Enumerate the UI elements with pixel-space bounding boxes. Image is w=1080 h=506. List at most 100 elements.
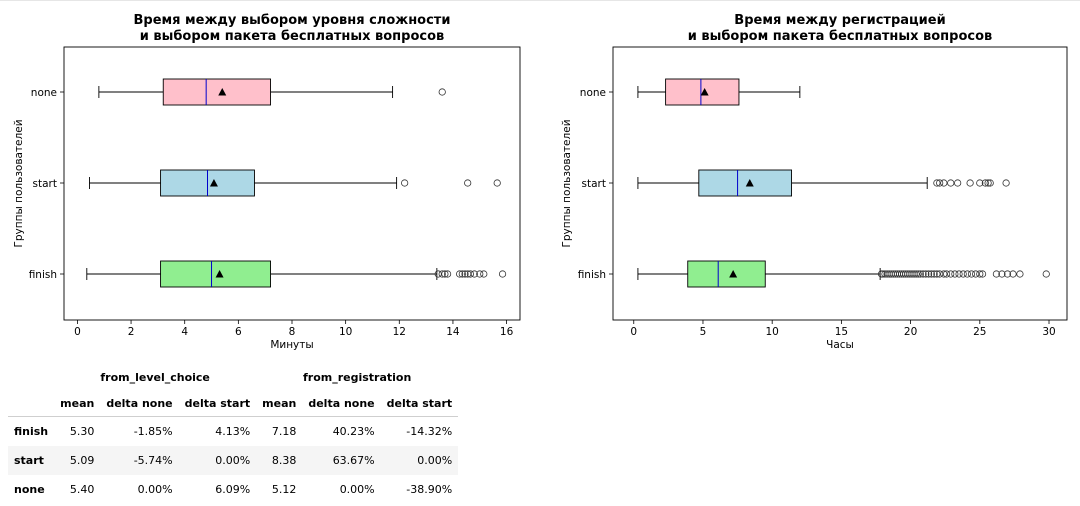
x-tick-label: 25 [973,326,986,338]
outlier-point [984,179,992,187]
column-header: mean [256,390,303,417]
outlier-point [466,270,474,278]
outlier-point [1009,270,1017,278]
table-cell: 40.23% [332,425,375,438]
y-axis-label: Группы пользователей [561,119,573,247]
outlier-point [498,270,507,278]
outlier-point [976,270,984,278]
outlier-point [927,270,935,278]
iqr-box [665,78,740,106]
outlier-point [919,270,927,278]
outlier-point [916,270,924,278]
iqr-box [698,169,793,197]
outlier-point [470,270,478,278]
y-tick-label: finish [29,269,57,281]
mean-marker [218,88,227,96]
outlier-point [986,179,994,187]
table-cell: 0.00% [215,454,251,467]
outlier-point [924,270,933,278]
x-tick-label: 12 [393,326,406,338]
outlier-point [930,270,938,278]
column-header: delta start [380,390,459,417]
box-group-finish [86,260,507,288]
outlier-point [992,270,1001,278]
box-group-none [637,78,801,106]
outlier-point [940,179,948,187]
outlier-point [981,179,989,187]
table-corner [8,390,55,417]
box-group-start [89,169,501,197]
table-group-header-row: from_level_choice from_registration [8,364,458,390]
outlier-point [972,270,980,278]
x-tick-label: 16 [500,326,514,338]
y-tick-label: start [582,178,606,190]
column-header: delta start [178,390,257,417]
y-tick-label: start [33,178,57,190]
outlier-point [978,270,987,278]
outlier-point [438,270,446,278]
table-row: finish 5.30 -1.85% 4.13% 7.18 40.23% -14… [8,417,458,447]
outlier-point [1002,179,1010,187]
x-tick-label: 0 [74,326,81,338]
x-tick-label: 30 [1042,326,1055,338]
table-corner [8,364,54,390]
outlier-point [493,179,501,187]
outlier-point [1003,270,1012,278]
table-cell: 5.40 [69,483,95,496]
table-cell: 0.00% [339,483,375,496]
mean-marker [700,88,709,96]
y-axis-label: Группы пользователей [13,119,25,247]
outlier-point [922,270,930,278]
outlier-point [936,179,944,187]
column-header: delta none [302,390,381,417]
x-tick-label: 4 [181,326,188,338]
outlier-point [976,179,984,187]
outlier-point [933,179,941,187]
table-cell: 6.09% [215,483,251,496]
iqr-box [162,78,271,106]
table-cell: 63.67% [332,454,375,467]
table-cell: 5.30 [69,425,95,438]
outlier-point [947,179,955,187]
outlier-point [954,179,962,187]
x-tick-label: 8 [289,326,296,338]
box-group-start [637,169,1010,197]
outlier-point [955,270,963,278]
table-cell: 0.00% [417,454,453,467]
outlier-point [951,270,959,278]
x-tick-label: 20 [904,326,917,338]
outlier-point [441,270,449,278]
y-tick-label: finish [578,269,606,281]
chart-title-line: Время между регистрацией [734,13,945,28]
outlier-point [963,270,971,278]
table-cell: 5.12 [271,483,297,496]
iqr-box [687,260,766,288]
outlier-point [936,270,944,278]
table-column-header-row: mean delta none delta start mean delta n… [8,390,459,417]
x-tick-label: 6 [235,326,242,338]
row-label: finish [14,425,49,438]
outlier-point [464,179,472,187]
column-header: delta none [100,390,179,417]
outlier-point [1016,270,1024,278]
outlier-point [959,270,967,278]
outlier-point [914,270,922,278]
x-axis-label: Минуты [270,339,313,351]
group-header-registration: from_registration [302,370,412,384]
chart-title-line: и выбором пакета бесплатных вопросов [140,29,445,44]
iqr-box [160,260,271,288]
outlier-point [401,179,409,187]
x-tick-label: 10 [765,326,778,338]
x-axis-label: Часы [826,339,854,351]
box-group-none [98,78,446,106]
outlier-point [461,270,469,278]
box-group-finish [637,260,1050,288]
x-tick-label: 5 [700,326,707,338]
outlier-point [480,270,488,278]
outlier-point [443,270,452,278]
chart-title-line: и выбором пакета бесплатных вопросов [688,29,993,44]
outlier-point [966,179,974,187]
table-row: none 5.40 0.00% 6.09% 5.12 0.00% -38.90% [8,475,458,504]
x-tick-label: 14 [446,326,460,338]
